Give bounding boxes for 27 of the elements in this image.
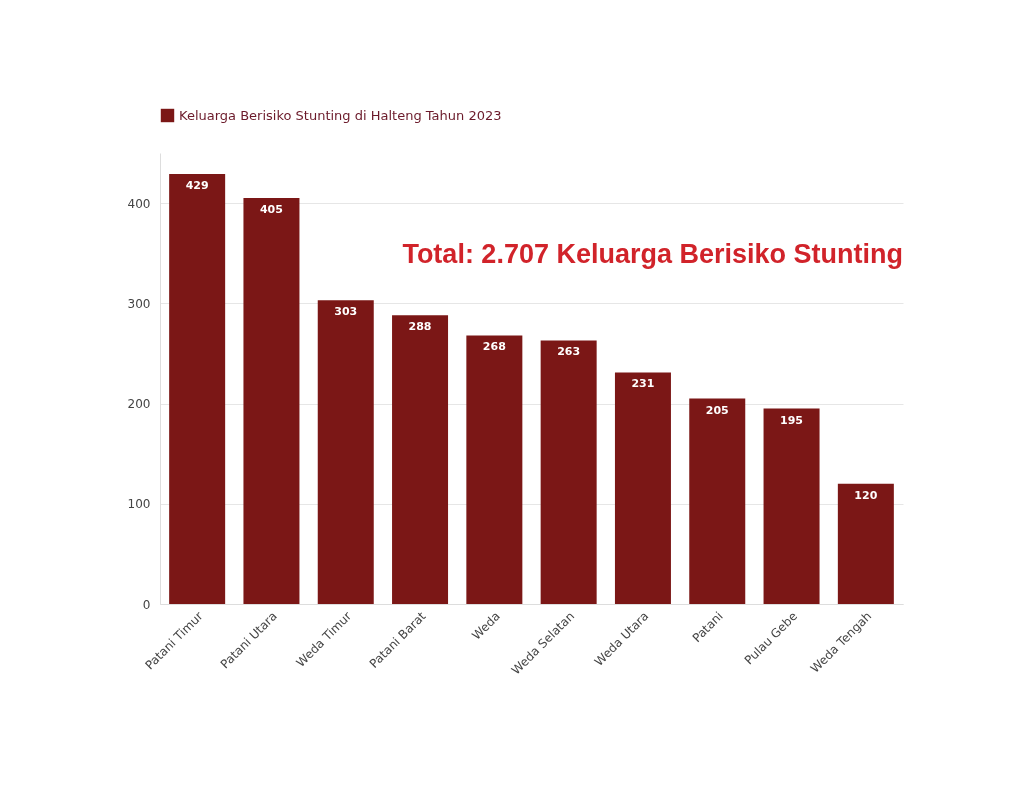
y-tick-label: 0 (142, 597, 151, 612)
bar (392, 315, 449, 604)
bar (689, 398, 746, 604)
bar (243, 198, 300, 604)
bar (837, 483, 894, 604)
data-label: 195 (780, 413, 804, 427)
data-label: 263 (557, 345, 581, 359)
y-tick-label: 400 (127, 196, 151, 211)
data-label: 303 (334, 305, 358, 319)
data-label: 429 (185, 179, 209, 193)
y-tick-label: 200 (127, 397, 151, 412)
bar (763, 408, 820, 604)
bar (169, 174, 226, 604)
y-tick-label: 300 (127, 296, 151, 311)
data-label: 231 (631, 377, 655, 391)
data-label: 120 (854, 488, 878, 502)
bar (466, 335, 523, 604)
data-label: 205 (705, 403, 729, 417)
annotation: Total: 2.707 Keluarga Berisiko Stunting (402, 239, 903, 269)
bar (317, 300, 374, 604)
bar (540, 340, 597, 604)
bar (614, 372, 671, 604)
y-tick-label: 100 (127, 497, 151, 512)
data-label: 288 (408, 320, 432, 334)
legend-label: Keluarga Berisiko Stunting di Halteng Tahun 2023 (179, 107, 502, 123)
data-label: 405 (259, 203, 283, 217)
data-label: 268 (482, 340, 506, 354)
